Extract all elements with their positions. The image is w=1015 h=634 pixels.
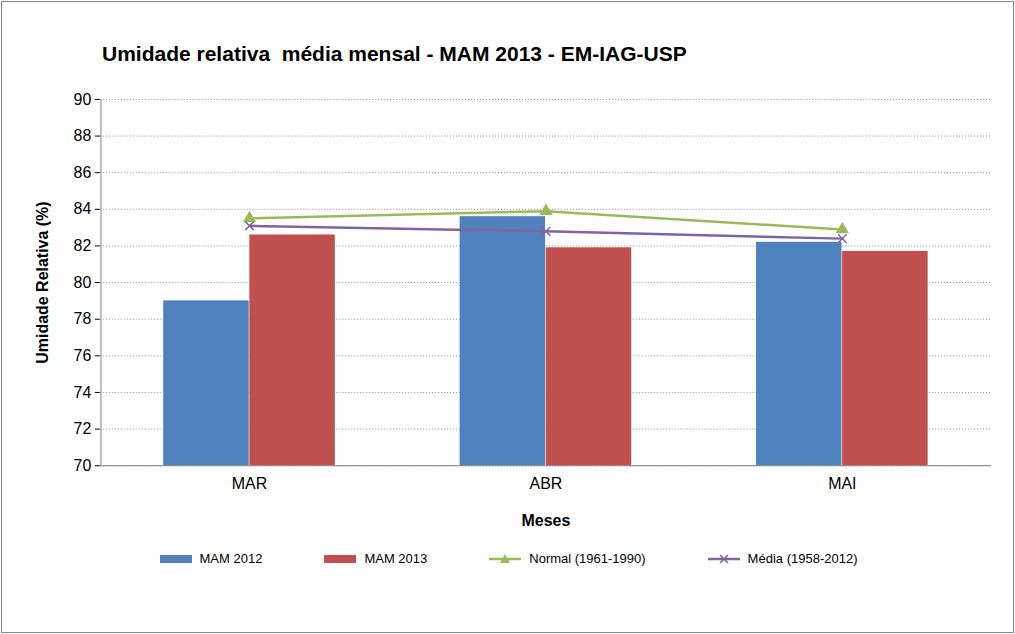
svg-text:80: 80 bbox=[74, 274, 92, 291]
html-text:Média (1958-2012): Média (1958-2012) bbox=[747, 551, 858, 566]
svg-text:Meses: Meses bbox=[522, 512, 571, 529]
svg-text:Umidade Relativa (%): Umidade Relativa (%) bbox=[34, 201, 51, 363]
svg-text:90: 90 bbox=[74, 91, 92, 108]
svg-text:72: 72 bbox=[74, 420, 92, 437]
html-text:Umidade relativa média mensal: Umidade relativa média mensal - MAM 2013… bbox=[102, 42, 687, 65]
svg-text:74: 74 bbox=[74, 384, 92, 401]
svg-text:88: 88 bbox=[74, 127, 92, 144]
svg-text:86: 86 bbox=[74, 164, 92, 181]
svg-text:MAI: MAI bbox=[828, 475, 856, 492]
html-text:MAM 2012: MAM 2012 bbox=[199, 551, 263, 566]
svg-text:70: 70 bbox=[74, 457, 92, 474]
svg-text:78: 78 bbox=[74, 310, 92, 327]
svg-text:MAR: MAR bbox=[232, 475, 267, 492]
svg-text:76: 76 bbox=[74, 347, 92, 364]
svg-text:84: 84 bbox=[74, 200, 92, 217]
svg-text:ABR: ABR bbox=[530, 475, 563, 492]
html-text:Normal (1961-1990): Normal (1961-1990) bbox=[529, 551, 646, 566]
svg-text:82: 82 bbox=[74, 237, 92, 254]
html-text:MAM 2013: MAM 2013 bbox=[364, 551, 428, 566]
